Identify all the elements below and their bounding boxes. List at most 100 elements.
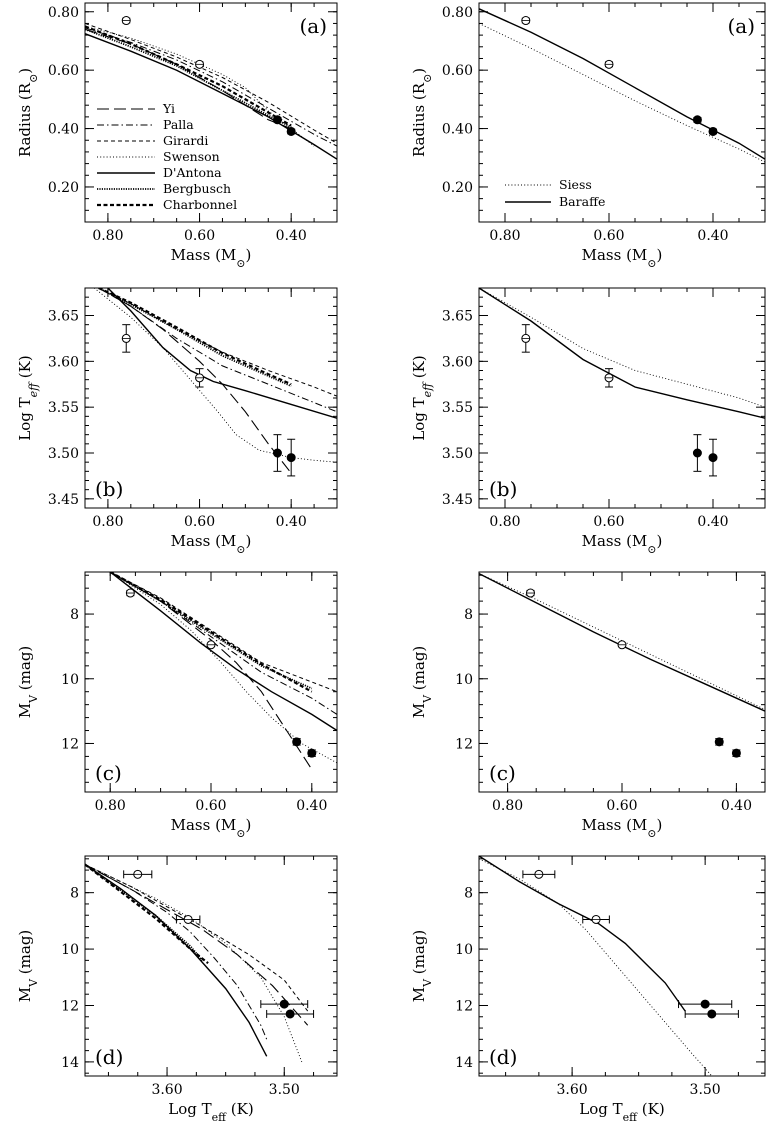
series-line-dashdot xyxy=(98,288,337,413)
marker xyxy=(285,1009,295,1019)
panel-3: 0.80 0.60 0.40 3.45 3.50 3.55 3.60 3.65 (b) Mass … xyxy=(16,287,338,556)
data-point-open xyxy=(521,324,531,353)
y-tick-label: 12 xyxy=(61,998,79,1014)
marker xyxy=(714,737,724,747)
y-tick-label: 3.45 xyxy=(442,492,473,508)
x-tick-label: 0.60 xyxy=(195,798,226,814)
series-line-thickdash xyxy=(109,572,313,693)
series-group xyxy=(109,572,337,770)
y-tick-label: 3.65 xyxy=(48,309,79,325)
data-point-open xyxy=(604,368,614,388)
legend: YiPallaGirardiSwensonD'AntonaBergbuschCh… xyxy=(97,101,237,212)
data-point-filled xyxy=(272,115,282,125)
panel-label: (b) xyxy=(95,477,123,501)
legend-item: Palla xyxy=(97,117,194,132)
marker xyxy=(272,115,282,125)
legend-item: Yi xyxy=(97,101,175,116)
y-tick-label: 8 xyxy=(464,607,473,623)
panel-6: 0.80 0.60 0.40 8 10 12 (c) Mass (M⊙) MV (mag) xyxy=(410,571,766,840)
x-axis-label: Mass (M⊙) xyxy=(582,532,663,556)
panel-7: 3.60 3.50 8 10 12 14 (d) Log Teff (K) MV (mag) xyxy=(16,855,338,1124)
y-tick-label: 8 xyxy=(70,886,79,902)
data-point-filled xyxy=(708,126,718,136)
y-axis-label: MV (mag) xyxy=(410,930,434,1003)
legend-item: Charbonnel xyxy=(97,197,237,212)
data-point-filled xyxy=(260,999,309,1009)
x-tick-label: 3.50 xyxy=(269,1082,300,1098)
series-group xyxy=(479,288,765,419)
marker xyxy=(307,748,317,758)
x-tick-label: 0.80 xyxy=(92,514,123,530)
data-point-open xyxy=(521,16,531,26)
legend-item: Girardi xyxy=(97,133,208,148)
y-axis-label: MV (mag) xyxy=(410,646,434,719)
series-line-longdash xyxy=(85,28,292,130)
data-point-open xyxy=(525,588,535,598)
x-axis-label: Mass (M⊙) xyxy=(171,816,252,840)
plot-frame xyxy=(478,287,766,509)
legend-item: Swenson xyxy=(97,149,220,164)
panel-label: (d) xyxy=(95,1045,123,1069)
panel-4: 0.80 0.60 0.40 3.45 3.50 3.55 3.60 3.65 (b) Mass … xyxy=(410,287,766,556)
legend-label: Siess xyxy=(559,177,592,192)
x-tick-label: 0.60 xyxy=(184,228,215,244)
plot-frame xyxy=(478,855,766,1077)
panel-5: 0.80 0.60 0.40 8 10 12 (c) Mass (M⊙) MV (mag) xyxy=(16,571,338,840)
y-axis-label: Log Teff (K) xyxy=(410,355,434,440)
x-tick-label: 0.40 xyxy=(296,798,327,814)
data-point-filled xyxy=(266,1009,315,1019)
data-point-open xyxy=(206,640,216,650)
panel-label: (c) xyxy=(95,761,122,785)
data-point-open xyxy=(604,59,614,69)
marker xyxy=(708,453,718,463)
series-group xyxy=(85,863,309,1063)
y-tick-label: 10 xyxy=(61,942,79,958)
y-tick-label: 0.20 xyxy=(442,180,473,196)
series-line-dotted xyxy=(479,22,765,163)
x-tick-label: 3.60 xyxy=(557,1082,588,1098)
panel-8: 3.60 3.50 8 10 12 14 (d) Log Teff (K) MV (mag) xyxy=(410,855,766,1124)
x-axis-label: Mass (M⊙) xyxy=(582,816,663,840)
y-tick-label: 12 xyxy=(61,736,79,752)
panel-2: 0.80 0.60 0.40 0.20 0.40 0.60 0.80 (a) Mass (M⊙)… xyxy=(410,2,766,270)
x-tick-label: 0.80 xyxy=(95,798,126,814)
data-point-open xyxy=(582,914,610,924)
data-point-filled xyxy=(684,1009,739,1019)
marker xyxy=(707,1009,717,1019)
y-tick-label: 3.50 xyxy=(442,446,473,462)
data-point-open xyxy=(121,16,131,26)
series-line-solid xyxy=(85,863,268,1057)
data-point-filled xyxy=(731,748,741,758)
data-point-filled xyxy=(692,434,702,472)
marker xyxy=(279,999,289,1009)
marker xyxy=(286,126,296,136)
y-axis-label: Radius (R⊙) xyxy=(410,68,434,157)
y-tick-label: 10 xyxy=(455,942,473,958)
legend-item: Baraffe xyxy=(505,194,605,209)
data-point-open xyxy=(195,368,205,388)
x-axis-label: Mass (M⊙) xyxy=(582,246,663,270)
data-point-open xyxy=(617,640,627,650)
panel-label: (a) xyxy=(299,14,327,38)
y-tick-label: 0.40 xyxy=(442,122,473,138)
legend-item: Siess xyxy=(505,177,592,192)
plot-frame xyxy=(84,571,338,793)
y-axis-label: MV (mag) xyxy=(16,930,40,1003)
series-line-thickdash xyxy=(85,25,292,127)
panel-label: (b) xyxy=(489,477,517,501)
x-tick-label: 0.40 xyxy=(276,514,307,530)
series-line-solid xyxy=(479,288,765,419)
y-tick-label: 0.80 xyxy=(48,5,79,21)
data-point-filled xyxy=(714,737,724,747)
legend-label: Charbonnel xyxy=(163,197,237,212)
data-point-open xyxy=(522,869,556,879)
series-line-dotted xyxy=(93,288,337,463)
marker xyxy=(292,737,302,747)
data-point-filled xyxy=(286,126,296,136)
series-line-dotted xyxy=(85,25,315,147)
legend-label: Bergbusch xyxy=(163,181,231,196)
y-tick-label: 0.40 xyxy=(48,122,79,138)
y-tick-label: 8 xyxy=(464,886,473,902)
data-point-open xyxy=(195,59,205,69)
plot-frame xyxy=(84,2,338,223)
